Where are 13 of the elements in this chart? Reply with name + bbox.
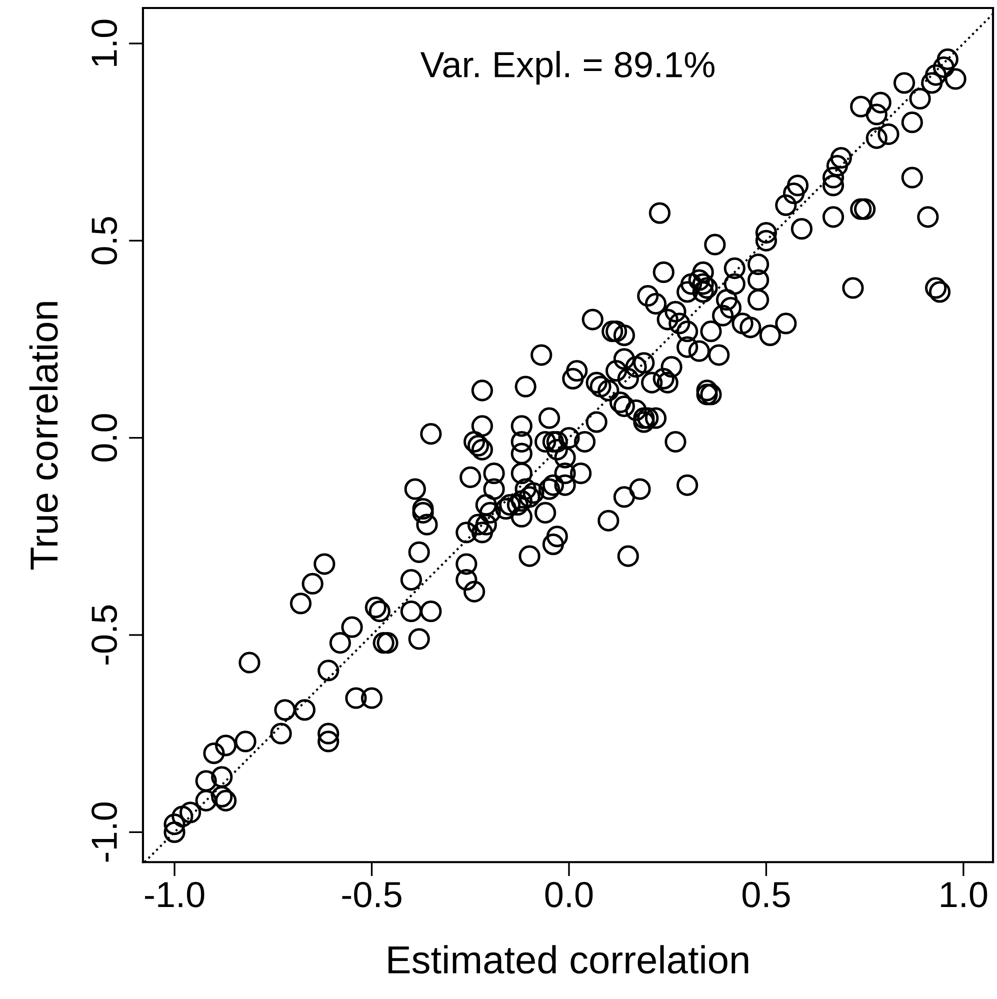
y-tick-label: -1.0: [92, 802, 118, 862]
x-tick-label: -0.5: [342, 882, 402, 908]
y-tick-label: 0.0: [92, 414, 118, 462]
y-tick-label: -0.5: [92, 605, 118, 665]
x-tick-label: 0.0: [545, 882, 593, 908]
x-axis-title: Estimated correlation: [388, 945, 748, 974]
x-tick-label: -1.0: [145, 882, 204, 908]
annotation: Var. Expl. = 89.1%: [420, 50, 714, 85]
x-tick-label: 0.5: [742, 882, 790, 908]
y-tick-label: 1.0: [92, 20, 118, 66]
y-tick-label: 0.5: [92, 217, 118, 264]
y-axis-title: True correlation: [29, 302, 58, 570]
x-tick-label: 1.0: [941, 882, 988, 908]
